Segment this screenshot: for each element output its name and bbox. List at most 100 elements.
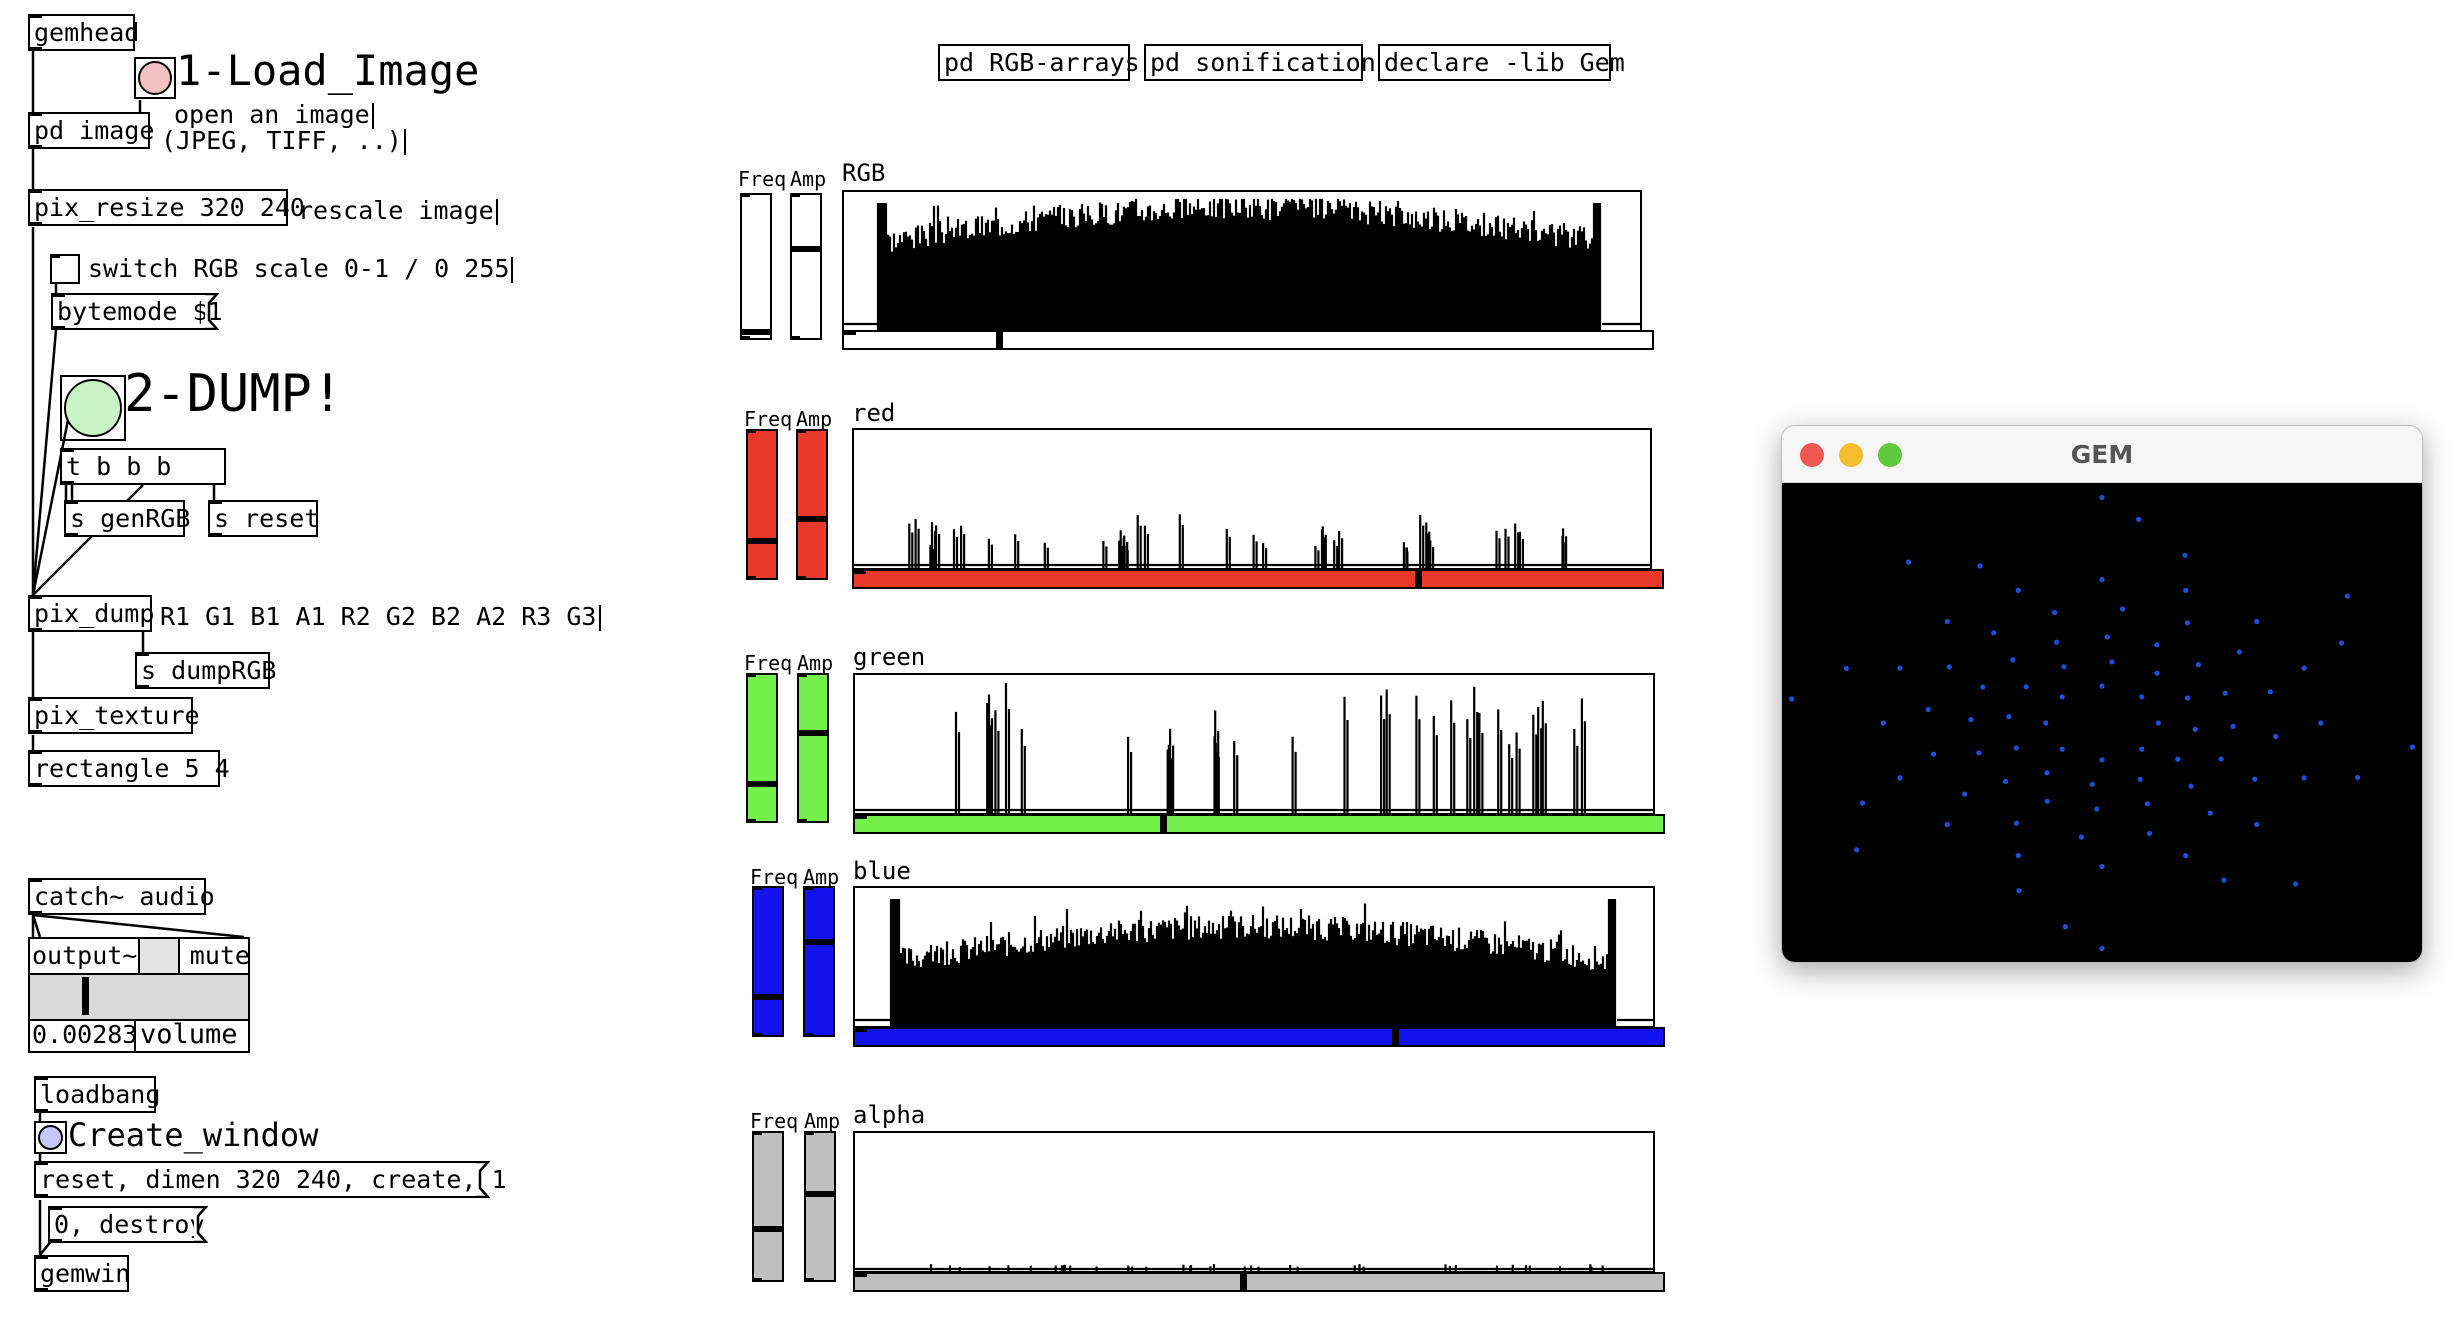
- slider-knob: [799, 729, 827, 736]
- green-amp-slider[interactable]: [797, 673, 829, 823]
- load-image-bang[interactable]: [134, 57, 176, 99]
- red-array-graph[interactable]: [852, 428, 1652, 570]
- bytemode-label: bytemode $1: [57, 297, 223, 326]
- destroy-message[interactable]: 0, destroy: [48, 1206, 208, 1243]
- blue-amp-slider[interactable]: [803, 886, 835, 1037]
- catch-audio-object[interactable]: catch~ audio: [28, 878, 215, 915]
- alpha-freq-slider[interactable]: [752, 1131, 784, 1282]
- pd-rgb-arrays-object[interactable]: pd RGB-arrays: [938, 44, 1140, 81]
- gem-point: [1977, 563, 1983, 569]
- pix-resize-object[interactable]: pix_resize 320 240: [28, 189, 305, 226]
- gem-point: [2023, 684, 2029, 690]
- red-freq-label: Freq: [744, 407, 793, 431]
- red-freq-slider[interactable]: [746, 429, 778, 580]
- text-cursor: [495, 199, 498, 225]
- scale-toggle[interactable]: [50, 254, 80, 284]
- create-message-label: reset, dimen 320 240, create, 1: [40, 1165, 507, 1194]
- gem-point: [2013, 745, 2019, 751]
- dump-bang[interactable]: [60, 375, 126, 441]
- RGB-amp-slider[interactable]: [790, 193, 822, 340]
- rectangle-object[interactable]: rectangle 5 4: [28, 750, 230, 787]
- bytemode-message[interactable]: bytemode $1: [51, 293, 223, 330]
- text-cursor: [403, 129, 406, 155]
- alpha-position-slider[interactable]: [853, 1272, 1665, 1292]
- dump-bang-circle: [64, 379, 122, 437]
- waveform-path: [855, 683, 1653, 813]
- gem-point: [2059, 746, 2065, 752]
- RGB-array-graph[interactable]: [842, 190, 1642, 332]
- slider-knob: [792, 245, 820, 252]
- zoom-icon[interactable]: [1878, 443, 1902, 467]
- text-cursor: [371, 103, 374, 129]
- gem-point: [2230, 723, 2236, 729]
- pd-sonification-object[interactable]: pd sonification: [1144, 44, 1376, 81]
- slider-knob: [1392, 1029, 1400, 1045]
- RGB-freq-slider[interactable]: [740, 193, 772, 340]
- alpha-amp-slider[interactable]: [804, 1131, 836, 1282]
- gem-point: [2015, 587, 2021, 593]
- gem-point: [2183, 853, 2189, 859]
- close-icon[interactable]: [1800, 443, 1824, 467]
- gem-point: [2252, 776, 2258, 782]
- gem-window[interactable]: GEM: [1781, 425, 2423, 963]
- red-position-slider[interactable]: [852, 569, 1664, 589]
- gem-point: [2006, 714, 2012, 720]
- gem-point: [2099, 945, 2105, 952]
- alpha-array-graph[interactable]: [853, 1131, 1655, 1273]
- gem-point: [1789, 696, 1795, 702]
- send-genrgb-object[interactable]: s genRGB: [64, 500, 190, 537]
- text-cursor: [598, 605, 601, 631]
- gem-point: [2109, 659, 2115, 665]
- create-message[interactable]: reset, dimen 320 240, create, 1: [34, 1161, 507, 1198]
- mute-toggle[interactable]: [138, 939, 178, 973]
- trigger-object[interactable]: t b b b: [60, 448, 226, 485]
- gem-point: [1931, 751, 1937, 757]
- formats-text: (JPEG, TIFF, ..): [161, 126, 402, 155]
- output-abstraction: output~ mute 0.00283 volume: [28, 937, 250, 1053]
- gemhead-object[interactable]: gemhead: [28, 14, 139, 51]
- send-reset-object[interactable]: s reset: [208, 500, 319, 537]
- gem-point: [2099, 494, 2105, 501]
- slider-knob: [805, 938, 833, 945]
- destroy-message-label: 0, destroy: [54, 1210, 205, 1239]
- blue-freq-slider[interactable]: [752, 886, 784, 1037]
- gem-titlebar: GEM: [1782, 426, 2422, 483]
- slider-knob: [1239, 1274, 1247, 1290]
- loadbang-object[interactable]: loadbang: [34, 1076, 160, 1113]
- RGB-position-slider[interactable]: [842, 330, 1654, 350]
- gem-point: [1897, 665, 1903, 671]
- gem-point: [1946, 664, 1952, 670]
- blue-position-slider[interactable]: [853, 1027, 1665, 1047]
- slider-knob: [748, 538, 776, 545]
- gem-point: [2062, 924, 2068, 930]
- create-window-comment: Create_window: [68, 1116, 319, 1154]
- gem-point: [1897, 775, 1903, 781]
- declare-object[interactable]: declare -lib Gem: [1378, 44, 1625, 81]
- slider-knob: [754, 1226, 782, 1233]
- green-position-slider[interactable]: [853, 814, 1665, 834]
- gem-point: [2222, 690, 2228, 696]
- green-freq-slider[interactable]: [746, 673, 778, 823]
- gem-point: [2254, 821, 2260, 828]
- red-amp-slider[interactable]: [796, 429, 828, 580]
- pix-texture-object[interactable]: pix_texture: [28, 697, 200, 734]
- gem-point: [2089, 781, 2095, 787]
- RGB-waveform: [844, 198, 1640, 330]
- minimize-icon[interactable]: [1839, 443, 1863, 467]
- pix-dump-object[interactable]: pix_dump: [28, 595, 154, 632]
- green-array-graph[interactable]: [853, 673, 1655, 815]
- volume-slider[interactable]: [30, 973, 248, 1021]
- gem-points: [1789, 494, 2415, 952]
- gem-point: [2043, 720, 2049, 726]
- open-image-text: open an image: [174, 100, 370, 129]
- blue-array-graph[interactable]: [853, 886, 1655, 1028]
- gemwin-object[interactable]: gemwin: [34, 1255, 130, 1292]
- pd-image-object[interactable]: pd image: [28, 112, 154, 149]
- send-dumprgb-object[interactable]: s dumpRGB: [135, 652, 276, 689]
- gem-point: [2044, 798, 2050, 804]
- create-window-bang[interactable]: [34, 1121, 67, 1154]
- slider-knob: [798, 515, 826, 522]
- green-array-name: green: [853, 643, 926, 671]
- gem-point: [2139, 746, 2145, 752]
- volume-number[interactable]: 0.00283: [32, 1019, 138, 1051]
